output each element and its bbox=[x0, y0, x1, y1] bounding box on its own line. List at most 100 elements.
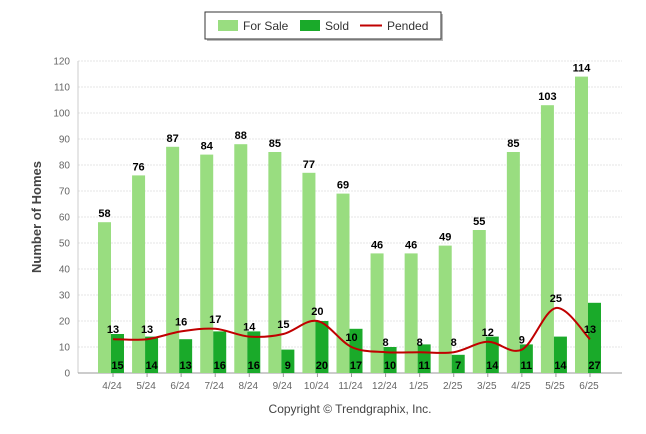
bar-sold-4-25 bbox=[519, 344, 533, 373]
legend-label-for-sale: For Sale bbox=[243, 19, 289, 33]
pended-line-layer bbox=[112, 307, 591, 354]
bar-for-sale-10-24 bbox=[302, 172, 316, 373]
label-pended-11-24: 10 bbox=[345, 332, 357, 344]
x-tick-label-9-24: 9/24 bbox=[273, 381, 293, 392]
y-tick-label: 110 bbox=[54, 83, 70, 94]
bar-sold-8-24 bbox=[247, 331, 261, 373]
bar-sold-7-24 bbox=[213, 331, 227, 373]
x-tick-label-6-25: 6/25 bbox=[579, 381, 599, 392]
copyright-credit: Copyright © Trendgraphix, Inc. bbox=[269, 402, 432, 416]
y-axis-title: Number of Homes bbox=[29, 161, 44, 273]
label-pended-1-25: 8 bbox=[417, 337, 423, 349]
bar-sold-11-24 bbox=[349, 328, 363, 373]
label-for-sale-1-25: 46 bbox=[405, 239, 417, 251]
label-pended-2-25: 8 bbox=[451, 337, 457, 349]
legend-label-sold: Sold bbox=[325, 19, 349, 33]
y-tick-label: 100 bbox=[53, 109, 70, 120]
bar-for-sale-1-25 bbox=[404, 253, 418, 373]
bar-for-sale-6-24 bbox=[166, 146, 180, 373]
label-pended-6-24: 16 bbox=[175, 316, 187, 328]
bar-for-sale-8-24 bbox=[234, 144, 248, 373]
bar-for-sale-5-25 bbox=[540, 105, 554, 373]
x-tick-label-4-24: 4/24 bbox=[102, 381, 122, 392]
x-axis: 4/24 5/24 6/24 7/24 8/24 9/24 10/24 11/24 12/24 1… bbox=[102, 373, 599, 392]
legend-swatch-sold bbox=[300, 20, 320, 31]
legend-box bbox=[204, 11, 442, 40]
bar-sold-2-25 bbox=[451, 354, 465, 373]
label-sold-2-25: 7 bbox=[455, 360, 461, 372]
label-pended-10-24: 20 bbox=[311, 306, 323, 318]
y-tick-label: 90 bbox=[59, 135, 71, 146]
bar-for-sale-4-24 bbox=[98, 222, 111, 373]
label-for-sale-3-25: 55 bbox=[473, 216, 485, 228]
label-pended-9-24: 15 bbox=[277, 319, 289, 331]
label-for-sale-2-25: 49 bbox=[439, 232, 451, 244]
x-tick-label-5-24: 5/24 bbox=[136, 381, 156, 392]
label-pended-4-24: 13 bbox=[107, 324, 119, 336]
series-line-pended bbox=[112, 307, 591, 354]
bar-sold-3-25 bbox=[485, 336, 499, 373]
legend: For Sale Sold Pended bbox=[204, 11, 443, 41]
label-for-sale-8-24: 88 bbox=[235, 130, 247, 142]
x-tick-label-2-25: 2/25 bbox=[443, 381, 463, 392]
label-sold-5-24: 14 bbox=[145, 360, 158, 372]
label-for-sale-5-25: 103 bbox=[538, 91, 556, 103]
label-for-sale-5-24: 76 bbox=[132, 161, 144, 173]
bar-sold-5-24 bbox=[145, 336, 159, 373]
label-sold-5-25: 14 bbox=[554, 360, 567, 372]
label-for-sale-9-24: 85 bbox=[269, 138, 281, 150]
x-tick-label-4-25: 4/25 bbox=[511, 381, 531, 392]
label-sold-4-24: 15 bbox=[111, 360, 123, 372]
label-pended-3-25: 12 bbox=[482, 327, 494, 339]
bar-sold-10-24 bbox=[315, 321, 329, 373]
x-tick-label-6-24: 6/24 bbox=[170, 381, 190, 392]
y-tick-label: 50 bbox=[59, 239, 71, 250]
y-tick-label: 40 bbox=[59, 265, 71, 276]
bar-for-sale-11-24 bbox=[336, 193, 350, 373]
label-sold-3-25: 14 bbox=[486, 360, 499, 372]
label-sold-4-25: 11 bbox=[521, 360, 533, 372]
label-sold-8-24: 16 bbox=[248, 360, 260, 372]
value-labels: 5815761487138416881685977206917461046114… bbox=[98, 63, 600, 372]
x-tick-label-10-24: 10/24 bbox=[304, 381, 329, 392]
label-for-sale-6-24: 87 bbox=[167, 133, 179, 145]
bar-for-sale-9-24 bbox=[268, 152, 282, 373]
bar-sold-6-25 bbox=[588, 302, 601, 373]
y-tick-label: 0 bbox=[64, 369, 70, 380]
bar-for-sale-7-24 bbox=[200, 154, 214, 373]
label-pended-5-25: 25 bbox=[550, 293, 562, 305]
bar-for-sale-4-25 bbox=[506, 152, 520, 373]
bar-for-sale-3-25 bbox=[472, 230, 486, 373]
label-for-sale-4-24: 58 bbox=[98, 208, 110, 220]
label-sold-11-24: 17 bbox=[350, 360, 362, 372]
label-for-sale-7-24: 84 bbox=[201, 141, 214, 153]
bar-sold-9-24 bbox=[281, 349, 295, 373]
x-tick-label-12-24: 12/24 bbox=[372, 381, 397, 392]
x-tick-label-8-24: 8/24 bbox=[239, 381, 259, 392]
y-tick-label: 80 bbox=[59, 161, 71, 172]
label-sold-6-25: 27 bbox=[588, 360, 600, 372]
label-pended-4-25: 9 bbox=[519, 335, 525, 347]
x-tick-label-1-25: 1/25 bbox=[409, 381, 429, 392]
label-sold-7-24: 16 bbox=[214, 360, 226, 372]
bar-for-sale-12-24 bbox=[370, 253, 384, 373]
label-pended-5-24: 13 bbox=[141, 324, 153, 336]
bar-for-sale-6-25 bbox=[575, 76, 588, 373]
label-for-sale-11-24: 69 bbox=[337, 180, 349, 192]
x-tick-label-11-24: 11/24 bbox=[338, 381, 363, 392]
bar-for-sale-5-24 bbox=[132, 175, 146, 373]
label-sold-10-24: 20 bbox=[316, 360, 328, 372]
bar-sold-6-24 bbox=[179, 339, 193, 373]
label-for-sale-12-24: 46 bbox=[371, 239, 383, 251]
y-tick-label: 60 bbox=[59, 213, 71, 224]
bars bbox=[98, 76, 601, 373]
legend-label-pended: Pended bbox=[387, 19, 428, 33]
x-tick-label-3-25: 3/25 bbox=[477, 381, 497, 392]
label-sold-6-24: 13 bbox=[180, 360, 192, 372]
x-tick-label-5-25: 5/25 bbox=[545, 381, 565, 392]
label-pended-6-25: 13 bbox=[584, 324, 596, 336]
y-tick-label: 120 bbox=[53, 57, 70, 68]
label-sold-1-25: 11 bbox=[418, 360, 430, 372]
label-pended-12-24: 8 bbox=[383, 337, 389, 349]
